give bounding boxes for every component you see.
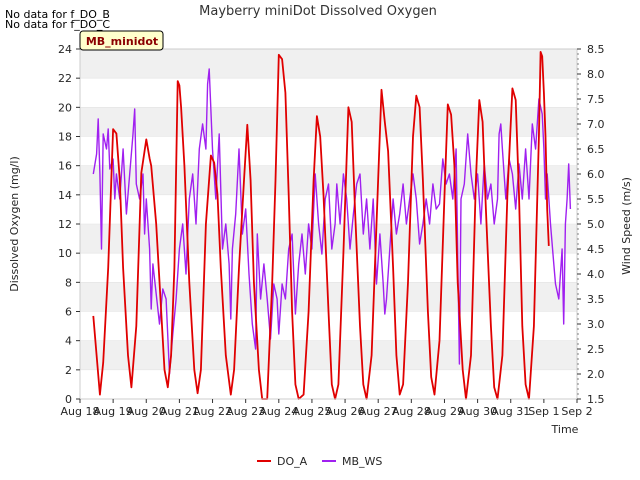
y-tick-label: 16 [58,160,72,173]
y-tick-label: 24 [58,43,72,56]
x-tick-label: Aug 23 [226,405,265,418]
x-tick-label: Aug 19 [94,405,133,418]
y-tick-label: 18 [58,131,72,144]
y-axis-label: Dissolved Oxygen (mg/l) [8,156,21,291]
series-layer [92,51,572,400]
y2-tick-label: 5.5 [587,193,605,206]
y-tick-label: 22 [58,72,72,85]
y2-tick-label: 6.5 [587,143,605,156]
y2-axis-label: Wind Speed (m/s) [620,177,633,275]
x-tick-label: Aug 22 [193,405,232,418]
grid-band [80,107,577,137]
legend-label-mb-ws: MB_WS [342,455,382,468]
no-data-note-b: No data for f_DO_B [5,8,110,21]
legend-label-do-a: DO_A [277,455,308,468]
x-tick-label: Aug 28 [392,405,431,418]
y2-tick-label: 8.5 [587,43,605,56]
y2-tick-label: 4.0 [587,268,605,281]
y-tick-label: 8 [65,276,72,289]
y2-tick-label: 2.0 [587,368,605,381]
y2-tick-label: 3.0 [587,318,605,331]
series-line-do-a [92,51,550,400]
chart-title: Mayberry miniDot Dissolved Oxygen [199,4,437,19]
y2-tick-label: 1.5 [587,393,605,406]
y2-tick-label: 5.0 [587,218,605,231]
y-tick-label: 20 [58,101,72,114]
x-axis-label: Time [551,423,579,436]
badge-box [79,30,164,51]
plot-area [79,48,578,400]
y-tick-label: 12 [58,218,72,231]
y2-tick-label: 7.5 [587,93,605,106]
badge-label: MB_minidot [86,35,158,48]
y-tick-label: 4 [65,335,72,348]
x-tick-label: Aug 31 [491,405,530,418]
y-tick-label: 6 [65,306,72,319]
y-tick-label: 2 [65,364,72,377]
x-tick-label: Aug 29 [425,405,464,418]
grid-band [80,49,577,79]
x-tick-label: Aug 18 [61,405,100,418]
y2-tick-label: 8.0 [587,68,605,81]
y-tick-label: 10 [58,247,72,260]
y2-tick-label: 3.5 [587,293,605,306]
y2-tick-label: 2.5 [587,343,605,356]
y-tick-label: 0 [65,393,72,406]
y2-tick-label: 4.5 [587,243,605,256]
minidot-badge: MB_minidot [79,30,164,51]
y2-tick-label: 6.0 [587,168,605,181]
x-tick-label: Sep 1 [528,405,559,418]
y-tick-label: 14 [58,189,72,202]
x-tick-label: Aug 24 [259,405,298,418]
x-tick-label: Aug 30 [458,405,497,418]
x-tick-label: Aug 27 [359,405,398,418]
series-line-mb-ws [92,68,572,375]
x-tick-label: Aug 25 [292,405,331,418]
x-tick-label: Aug 21 [160,405,199,418]
right-axis-ticks: 1.5 2.0 2.5 3.0 3.5 4.0 4.5 5.0 5.5 6.0 6.5 7.0 7.5 8… [577,43,605,406]
grid-band [80,224,577,254]
x-tick-label: Aug 26 [326,405,365,418]
legend: DO_A MB_WS [257,455,382,468]
y2-tick-label: 7.0 [587,118,605,131]
x-tick-label: Aug 20 [127,405,166,418]
x-tick-label: Sep 2 [561,405,592,418]
no-data-note-c: No data for f_DO_C [5,18,110,31]
